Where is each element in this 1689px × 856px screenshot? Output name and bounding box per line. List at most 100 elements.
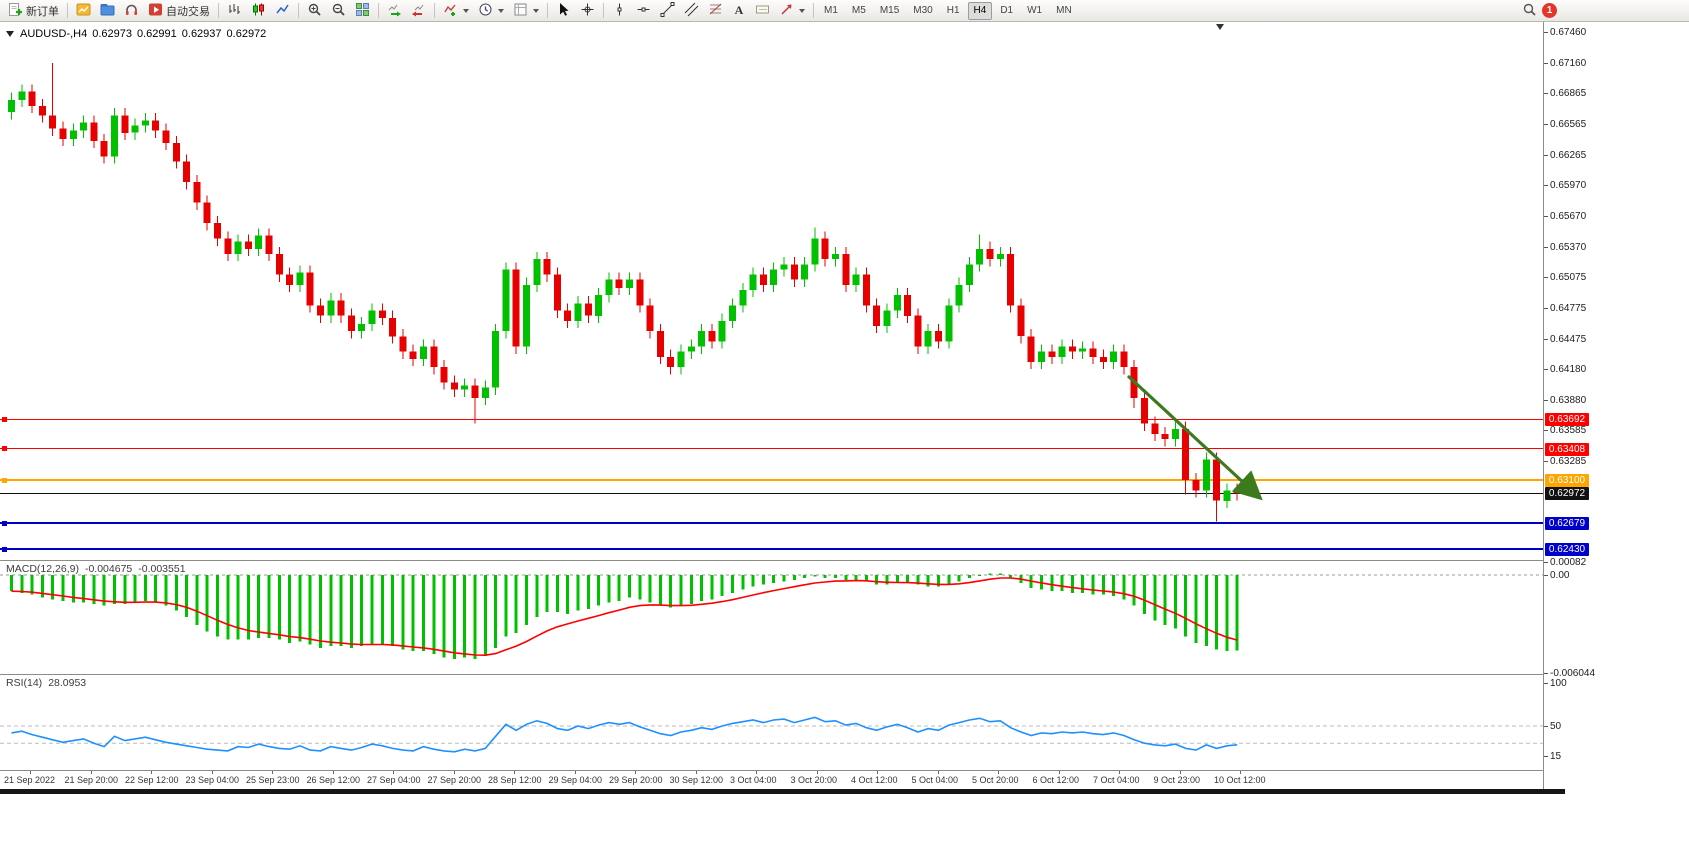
time-tick-label: 5 Oct 04:00 [911,775,959,785]
toolbar-separator [434,3,435,18]
price-tick-mark [1544,62,1548,64]
time-tick-label: 29 Sep 04:00 [548,775,603,785]
macd-axis-label: 0.00082 [1550,556,1587,568]
time-tick-label: 6 Oct 12:00 [1032,775,1080,785]
panel-splitter[interactable] [0,674,1689,675]
macd-histogram-bar [947,575,951,585]
text-label-tool-button[interactable] [751,1,774,21]
zoom-out-button[interactable] [327,1,350,21]
trendline-icon [660,1,675,20]
macd-histogram-bar [452,575,456,660]
rsi-panel[interactable]: RSI(14) 28.0953 [0,675,1543,770]
macd-histogram-bar [566,575,570,614]
candle-body [1058,346,1066,357]
line-handle[interactable] [2,546,7,552]
time-tick-mark [211,771,213,774]
timeframe-h1[interactable]: H1 [946,5,960,16]
templates-button[interactable] [509,1,543,21]
profiles-button[interactable] [96,1,119,21]
macd-histogram-bar [123,575,127,605]
timeframe-w1[interactable]: W1 [1027,5,1043,16]
cursor-button[interactable] [552,1,575,21]
timeframe-m1[interactable]: M1 [824,5,838,16]
line-handle[interactable] [2,416,7,422]
horizontal-line-object[interactable] [0,448,1543,450]
candlestick-chart-button[interactable] [247,1,270,21]
macd-histogram-bar [1060,575,1064,592]
candle-body [790,264,798,280]
candle-body [1038,351,1045,362]
macd-histogram-bar [401,575,405,650]
new-chart-button[interactable] [72,1,95,21]
search-button[interactable] [1518,1,1541,21]
notification-badge[interactable]: 1 [1542,3,1557,18]
line-handle[interactable] [2,477,7,483]
chart-shift-button[interactable] [407,1,430,21]
fibonacci-tool-button[interactable] [704,1,727,21]
horizontal-line-tool-button[interactable] [632,1,655,21]
candle-body [18,91,26,100]
candle-body [1068,346,1076,352]
price-tick-label: 0.65970 [1550,180,1587,192]
dropdown-caret-icon [498,8,504,13]
horizontal-line-object[interactable] [0,548,1543,551]
trendline-tool-button[interactable] [656,1,679,21]
arrows-tool-button[interactable] [775,1,809,21]
candle-body [234,241,242,254]
periods-button[interactable] [474,1,508,21]
horizontal-line-object[interactable] [0,418,1543,420]
price-tick-mark [1544,277,1548,279]
price-tick-label: 0.63285 [1550,456,1587,468]
macd-axis-label: -0.006044 [1550,667,1596,679]
candle-body [306,272,314,306]
price-tick-mark [1544,93,1548,95]
panel-splitter[interactable] [0,770,1689,771]
trend-arrow[interactable] [0,22,1543,560]
macd-panel[interactable]: MACD(12,26,9) -0.004675 -0.003551 [0,561,1543,674]
timeframe-mn[interactable]: MN [1056,5,1072,16]
indicators-button[interactable] [439,1,473,21]
channel-tool-button[interactable] [680,1,703,21]
horizontal-line-object[interactable] [0,522,1543,525]
line-handle[interactable] [2,446,7,452]
macd-histogram-bar [51,575,55,600]
timeframe-m15[interactable]: M15 [879,5,900,16]
crosshair-button[interactable] [576,1,599,21]
macd-histogram-bar [576,575,580,611]
timeframe-d1[interactable]: D1 [1000,5,1014,16]
market-button[interactable] [120,1,143,21]
horizontal-line-object[interactable] [0,479,1543,482]
time-tick-mark [30,771,31,774]
auto-scroll-icon [387,2,402,20]
candle-body [1120,351,1128,368]
time-tick-mark [332,771,334,774]
price-axis[interactable]: 0.67460 0.67160 0.66865 0.66565 0.66265 0.659… [1543,22,1689,789]
candle-body [708,331,716,342]
price-tick-label: 0.67460 [1550,27,1587,38]
text-tool-button[interactable]: A [728,1,750,21]
autotrading-button[interactable]: 自动交易 [144,1,214,21]
macd-histogram-bar [895,575,899,584]
tile-windows-button[interactable] [351,1,374,21]
chart-menu-icon[interactable] [6,31,14,37]
zoom-in-button[interactable] [303,1,326,21]
template-icon [513,2,528,20]
timeframe-m5[interactable]: M5 [851,5,866,16]
vertical-line-tool-button[interactable] [608,1,631,21]
panel-splitter[interactable] [0,560,1689,561]
time-tick-label: 9 Oct 23:00 [1153,775,1201,785]
timeframe-h4[interactable]: H4 [967,1,993,20]
line-chart-button[interactable] [271,1,294,21]
macd-histogram-bar [638,575,642,600]
auto-scroll-button[interactable] [383,1,406,21]
bar-chart-button[interactable] [223,1,246,21]
candle-body [440,367,448,383]
macd-histogram-bar [803,575,807,579]
timeframe-m30[interactable]: M30 [913,5,933,16]
price-chart-panel[interactable]: AUDUSD-,H4 0.62973 0.62991 0.62937 0.629… [0,22,1543,560]
candle-body [162,130,170,143]
line-handle[interactable] [2,520,7,526]
time-axis[interactable]: 21 Sep 2022 21 Sep 20:00 22 Sep 12:00 23 Se… [0,771,1543,789]
new-order-button[interactable]: 新订单 [4,1,63,21]
candle-body [1171,428,1179,440]
